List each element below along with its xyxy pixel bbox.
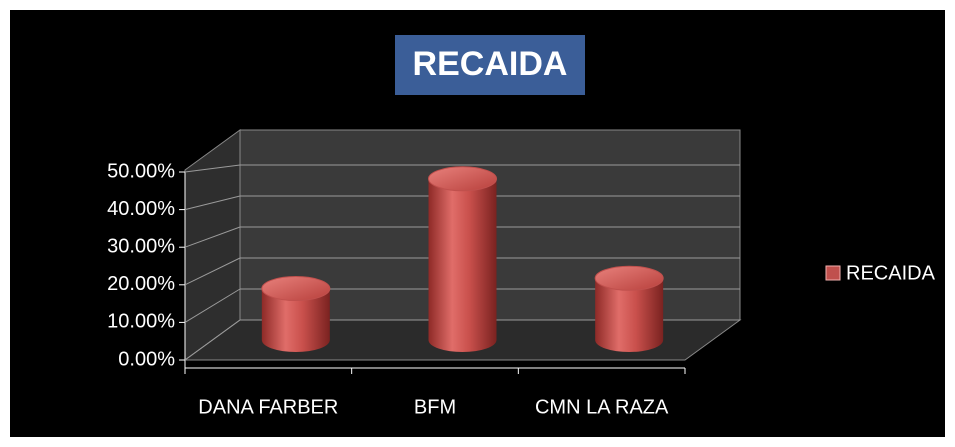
bar-top: [594, 265, 664, 291]
legend-swatch: [825, 265, 841, 281]
grid-line: [184, 226, 241, 248]
chart-title: RECAIDA: [413, 45, 568, 83]
bar: [594, 265, 664, 352]
grid-line: [184, 195, 241, 211]
y-tick-label: 30.00%: [107, 235, 175, 257]
y-tick-label: 50.00%: [107, 160, 175, 182]
bar: [428, 166, 497, 352]
bar-body: [595, 278, 664, 352]
bar-body: [261, 288, 330, 352]
y-tick-label: 10.00%: [107, 311, 175, 333]
grid-line: [184, 319, 241, 361]
x-tick-label: BFM: [414, 396, 456, 418]
bar: [261, 276, 331, 352]
bar-body: [428, 178, 497, 352]
bar-top: [261, 276, 331, 302]
y-tick-label: 20.00%: [107, 273, 175, 295]
bar-top: [428, 166, 497, 192]
grid-line: [184, 288, 241, 323]
x-tick-label: DANA FARBER: [198, 396, 338, 418]
title-box: [395, 35, 585, 95]
y-tick-label: 0.00%: [118, 348, 175, 370]
x-tick-label: CMN LA RAZA: [535, 396, 669, 418]
grid-line: [184, 257, 241, 286]
legend-label: RECAIDA: [846, 262, 936, 284]
y-tick-label: 40.00%: [107, 198, 175, 220]
grid-line: [184, 164, 241, 173]
